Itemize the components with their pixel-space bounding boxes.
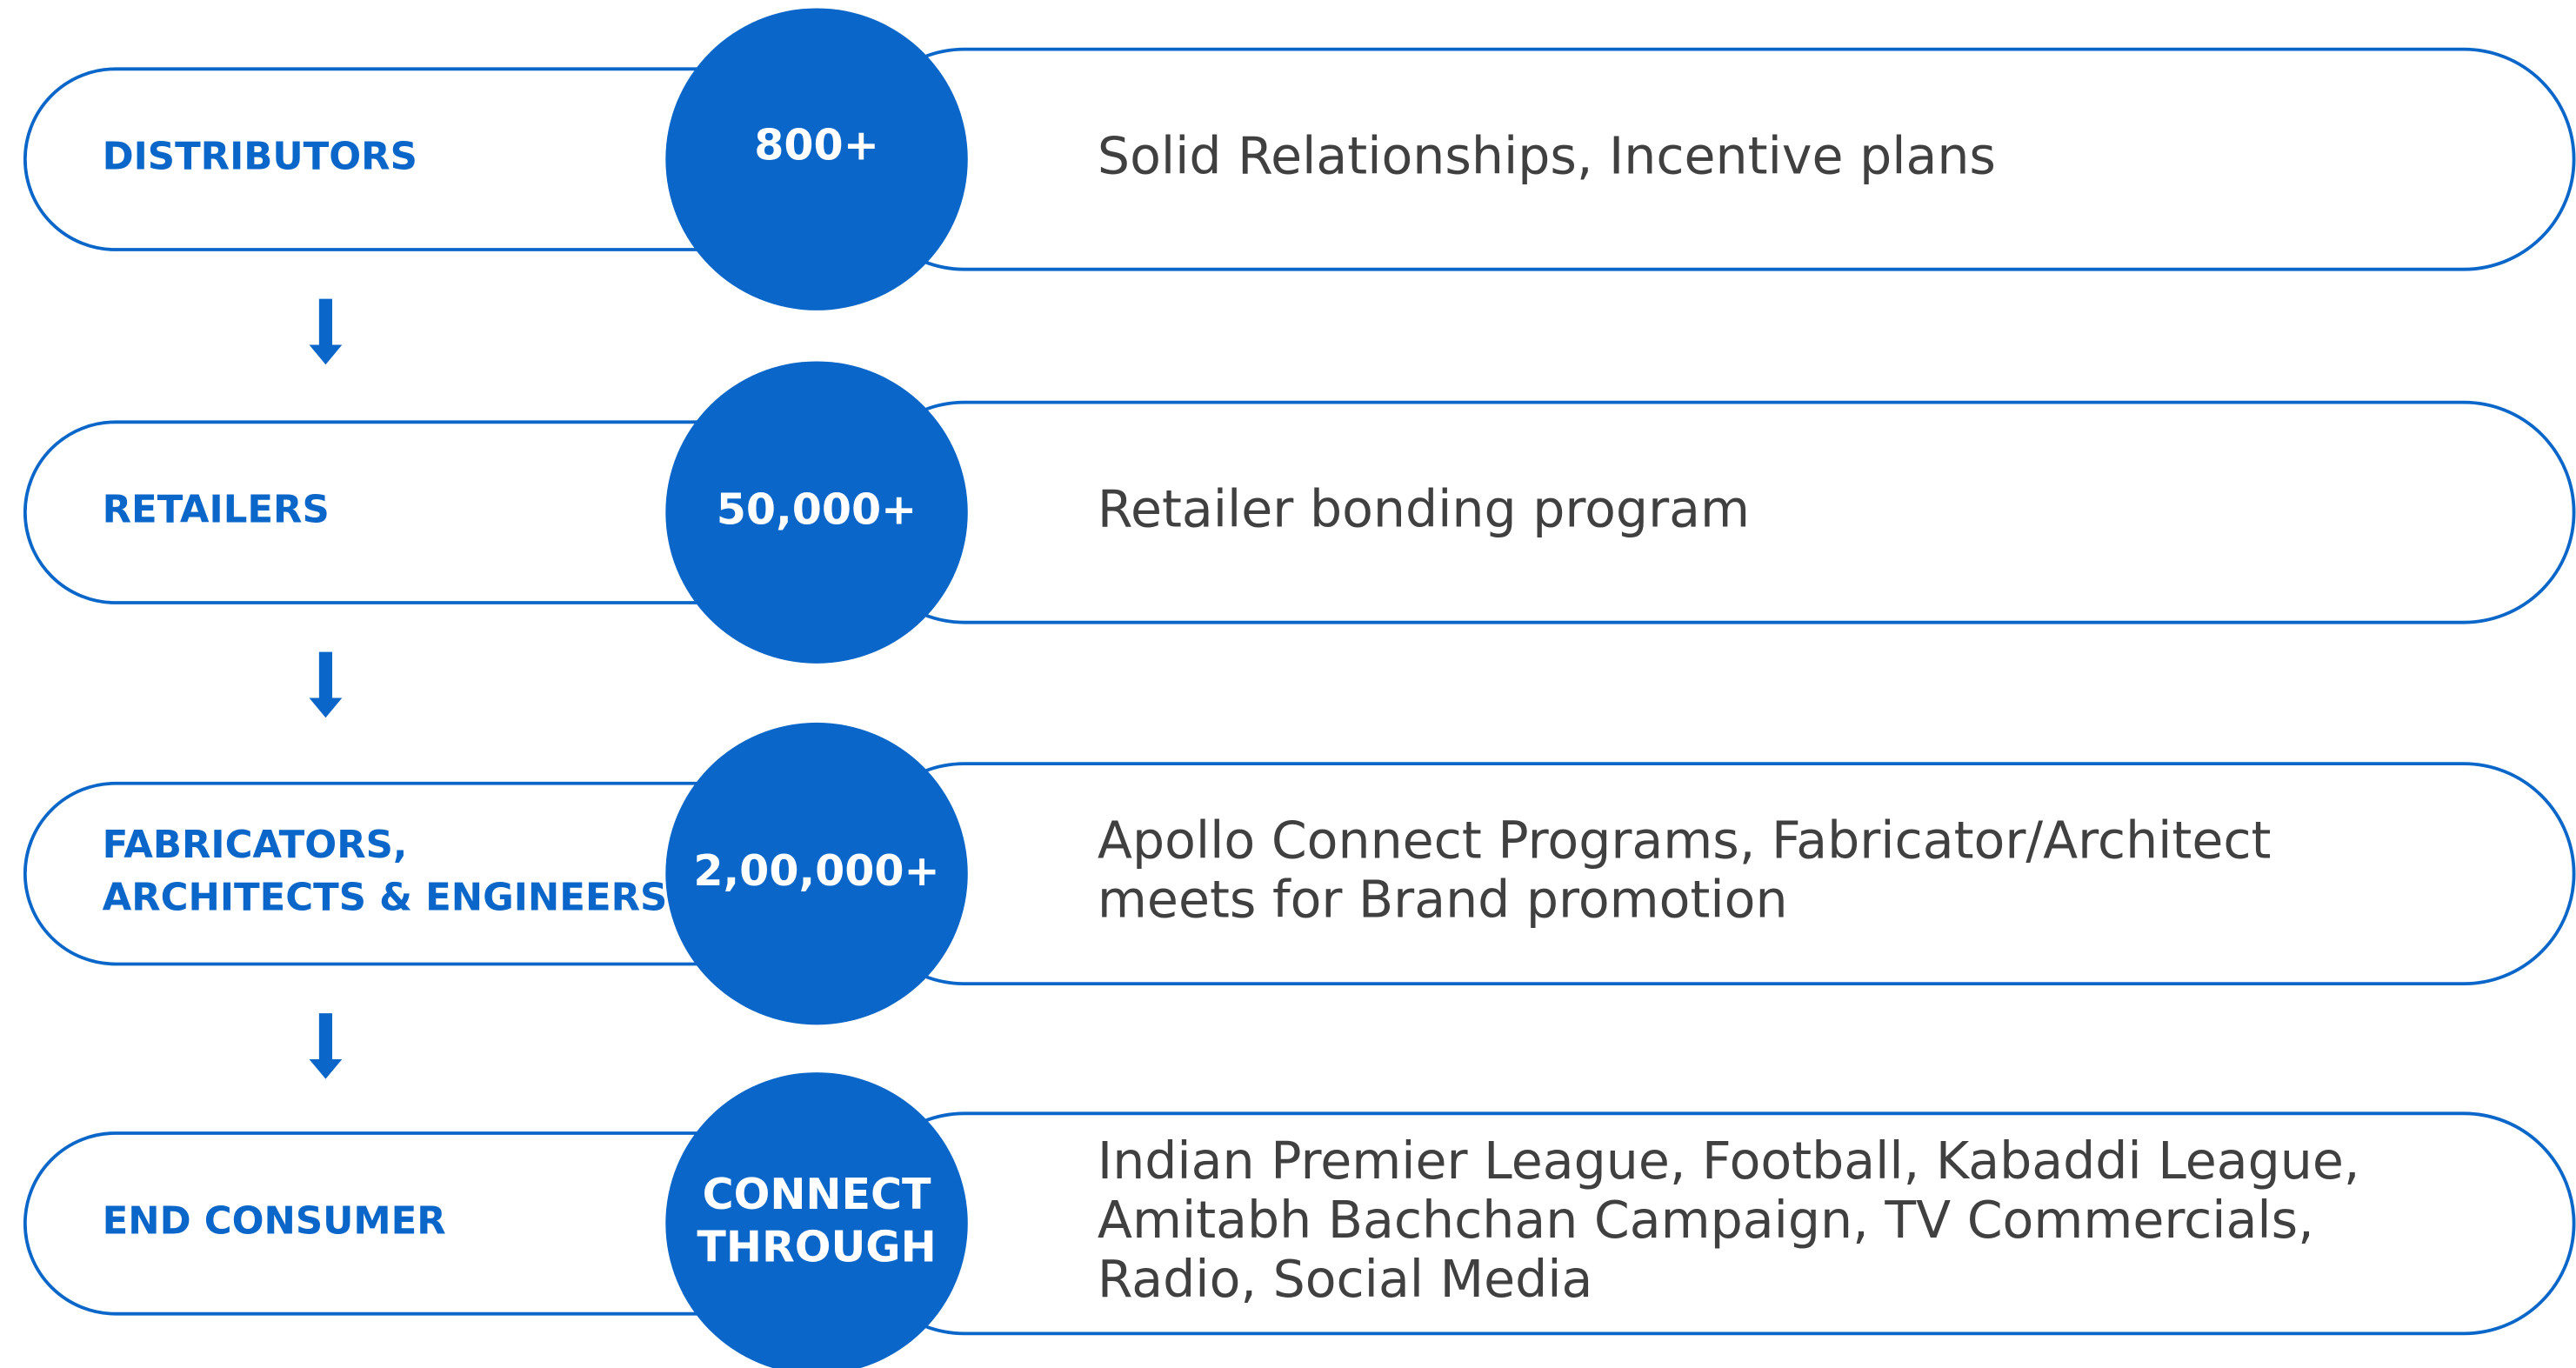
badge-circle — [665, 361, 968, 664]
row-label: DISTRIBUTORS — [103, 136, 417, 179]
row-description: Retailer bonding program — [1098, 479, 1750, 538]
badge-circle — [665, 8, 968, 310]
badge-text: CONNECT — [703, 1169, 931, 1219]
row-description: Radio, Social Media — [1098, 1250, 1592, 1309]
down-arrow — [309, 298, 343, 365]
row-label: ARCHITECTS & ENGINEERS — [103, 876, 668, 919]
row-description: Apollo Connect Programs, Fabricator/Arch… — [1098, 811, 2272, 871]
row-description: meets for Brand promotion — [1098, 871, 1788, 930]
row-label: FABRICATORS, — [103, 824, 408, 867]
row-label: RETAILERS — [103, 489, 330, 532]
badge-text: 50,000+ — [717, 484, 918, 535]
badge-text: THROUGH — [697, 1222, 936, 1272]
badge-circle — [665, 1072, 968, 1368]
down-arrow — [309, 1013, 343, 1079]
row-description: Solid Relationships, Incentive plans — [1098, 126, 1996, 185]
row-label: END CONSUMER — [103, 1199, 446, 1243]
row-description: Indian Premier League, Football, Kabaddi… — [1098, 1131, 2360, 1191]
row-description: Amitabh Bachchan Campaign, TV Commercial… — [1098, 1191, 2314, 1250]
down-arrow — [309, 651, 343, 718]
badge-circle — [665, 722, 968, 1025]
badge-text: 2,00,000+ — [693, 845, 939, 896]
badge-text: 800+ — [754, 119, 879, 170]
